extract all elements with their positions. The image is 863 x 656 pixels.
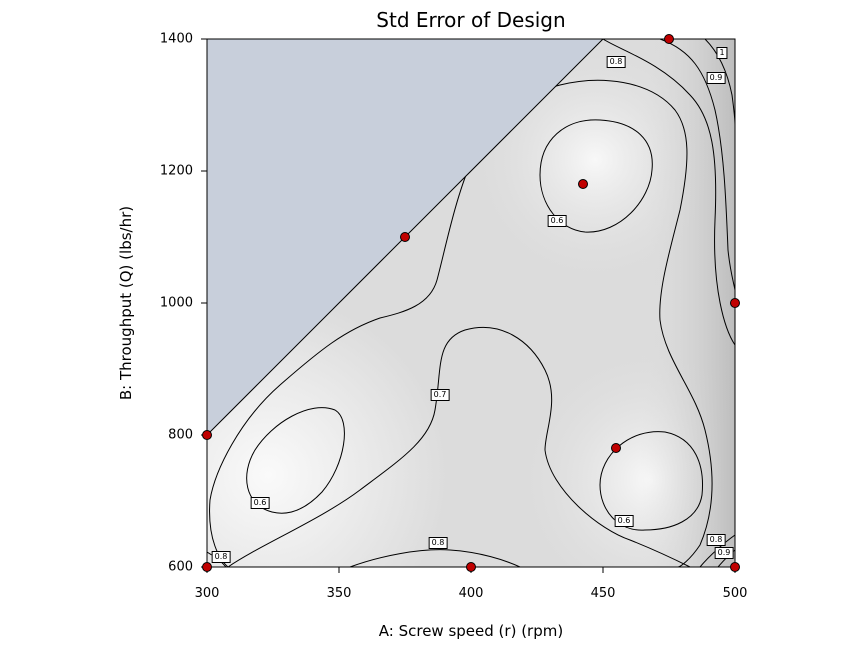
x-axis-label: A: Screw speed (r) (rpm) — [378, 622, 564, 640]
contour-label: 0.8 — [606, 56, 626, 68]
y-tick-label: 1400 — [159, 31, 193, 47]
y-axis-label: B: Throughput (Q) (lbs/hr) — [117, 205, 135, 401]
contour-label: 0.7 — [430, 389, 450, 401]
y-tick-label: 1000 — [159, 295, 193, 311]
y-tick-label: 600 — [168, 559, 193, 575]
contour-lines — [207, 39, 735, 567]
contour-label: 1 — [716, 47, 728, 59]
contour-label: 0.8 — [428, 537, 448, 549]
chart-title: Std Error of Design — [376, 8, 566, 32]
x-tick-label: 350 — [326, 586, 352, 601]
contour-label: 0.9 — [706, 72, 726, 84]
contour-label: 0.8 — [706, 534, 726, 546]
contour-label: 0.6 — [614, 515, 634, 527]
contour-label: 0.8 — [211, 551, 231, 563]
contour-label: 0.6 — [250, 497, 270, 509]
y-tick-label: 1200 — [159, 163, 193, 179]
x-tick-label: 300 — [194, 586, 220, 601]
y-tick-label: 800 — [168, 427, 193, 443]
x-tick-label: 400 — [458, 586, 484, 601]
x-tick-label: 500 — [722, 586, 748, 601]
contour-label: 0.9 — [714, 547, 734, 559]
x-tick-label: 450 — [590, 586, 616, 601]
design-points — [202, 34, 740, 572]
contour-label: 0.6 — [547, 215, 567, 227]
